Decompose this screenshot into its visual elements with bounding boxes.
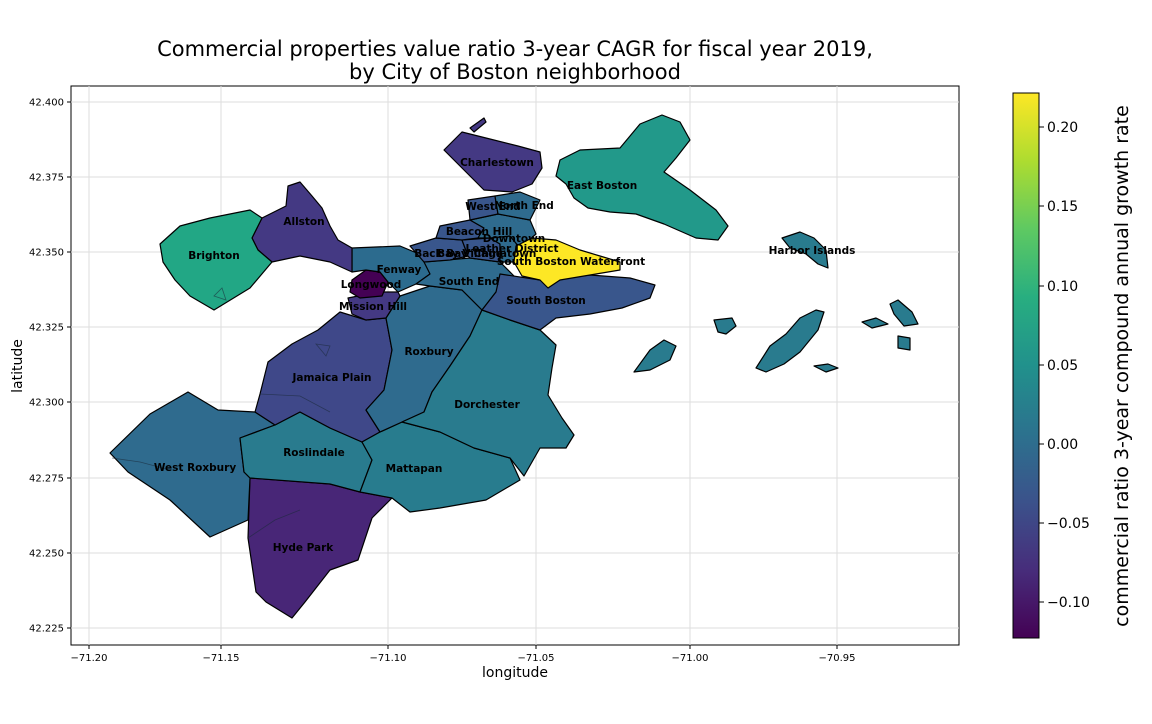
neighborhood-label: Roslindale	[283, 447, 345, 459]
y-tick-label: 42.250	[29, 549, 64, 560]
region-east-boston[interactable]	[555, 114, 729, 241]
y-tick-label: 42.350	[29, 248, 64, 259]
colorbar-tick-label: 0.15	[1047, 199, 1078, 215]
neighborhood-label: Beacon Hill	[446, 226, 512, 238]
region-south-boston-waterfront[interactable]	[513, 237, 621, 289]
neighborhood-label: West Roxbury	[154, 462, 236, 474]
neighborhood-label: Bay Village	[437, 248, 503, 260]
neighborhood-label: Leather District	[466, 243, 559, 255]
region-harbor-islands[interactable]	[633, 231, 919, 373]
neighborhood-label: Jamaica Plain	[291, 372, 371, 384]
colorbar-tick-label: 0.20	[1047, 120, 1078, 136]
neighborhood-label: Harbor Islands	[769, 245, 856, 257]
colorbar-tick-label: 0.05	[1047, 358, 1078, 374]
neighborhood-label: Mattapan	[386, 463, 443, 475]
interior-boundaries	[111, 287, 331, 539]
x-tick-label: −71.05	[517, 653, 554, 664]
region-dorchester[interactable]	[401, 309, 575, 477]
neighborhood-label: South Boston Waterfront	[497, 256, 645, 268]
chart-title-line1: Commercial properties value ratio 3-year…	[157, 37, 873, 61]
neighborhood-label: North End	[494, 200, 554, 212]
colorbar-label: commercial ratio 3-year compound annual …	[1111, 105, 1133, 627]
x-tick-label: −70.95	[818, 653, 855, 664]
neighborhood-label: South Boston	[506, 295, 586, 307]
region-allston[interactable]	[251, 181, 353, 273]
neighborhood-label: Back Bay	[414, 248, 468, 260]
neighborhood-label: West End	[465, 201, 520, 213]
region-south-boston[interactable]	[481, 273, 656, 331]
y-axis-ticks: 42.400 42.375 42.350 42.325 42.300 42.275 42.2…	[29, 98, 71, 635]
neighborhood-label: Fenway	[377, 264, 422, 276]
neighborhood-label: Chinatown	[474, 248, 537, 260]
neighborhood-label: East Boston	[567, 180, 637, 192]
region-brighton[interactable]	[159, 209, 273, 311]
neighborhood-label: Downtown	[483, 233, 546, 245]
colorbar-tick-label: 0.00	[1047, 437, 1078, 453]
y-tick-label: 42.300	[29, 398, 64, 409]
region-north-end[interactable]	[494, 191, 541, 221]
colorbar-tick-label: −0.10	[1047, 595, 1090, 611]
neighborhood-shapes	[109, 114, 919, 619]
region-charlestown[interactable]	[443, 131, 543, 193]
neighborhood-label: Mission Hill	[339, 301, 407, 313]
chart-title-line2: by City of Boston neighborhood	[349, 60, 681, 84]
y-tick-label: 42.275	[29, 474, 64, 485]
neighborhood-label: Hyde Park	[273, 542, 335, 554]
neighborhood-label: Longwood	[341, 279, 402, 291]
x-tick-label: −71.15	[202, 653, 239, 664]
neighborhood-label: Brighton	[188, 250, 239, 262]
colorbar: 0.20 0.15 0.10 0.05 0.00 −0.05 −0.10 commercia…	[1012, 92, 1133, 639]
neighborhood-label: South End	[439, 276, 500, 288]
x-tick-label: −71.10	[369, 653, 406, 664]
neighborhood-label: Allston	[283, 216, 324, 228]
neighborhood-label: Roxbury	[404, 346, 453, 358]
colorbar-tick-label: −0.05	[1047, 516, 1090, 532]
region-charlestown-islet[interactable]	[469, 117, 487, 133]
x-axis-label: longitude	[482, 665, 548, 681]
x-axis-ticks: −71.20 −71.15 −71.10 −71.05 −71.00 −70.95	[70, 645, 856, 664]
y-axis-label: latitude	[10, 339, 26, 393]
y-tick-label: 42.225	[29, 624, 64, 635]
x-tick-label: −71.20	[70, 653, 107, 664]
colorbar-ticks: 0.20 0.15 0.10 0.05 0.00 −0.05 −0.10	[1039, 120, 1090, 611]
x-tick-label: −71.00	[671, 653, 708, 664]
y-tick-label: 42.400	[29, 98, 64, 109]
y-tick-label: 42.325	[29, 323, 64, 334]
neighborhood-label: Charlestown	[460, 157, 534, 169]
colorbar-tick-label: 0.10	[1047, 279, 1078, 295]
y-tick-label: 42.375	[29, 173, 64, 184]
neighborhood-label: Dorchester	[454, 399, 520, 411]
